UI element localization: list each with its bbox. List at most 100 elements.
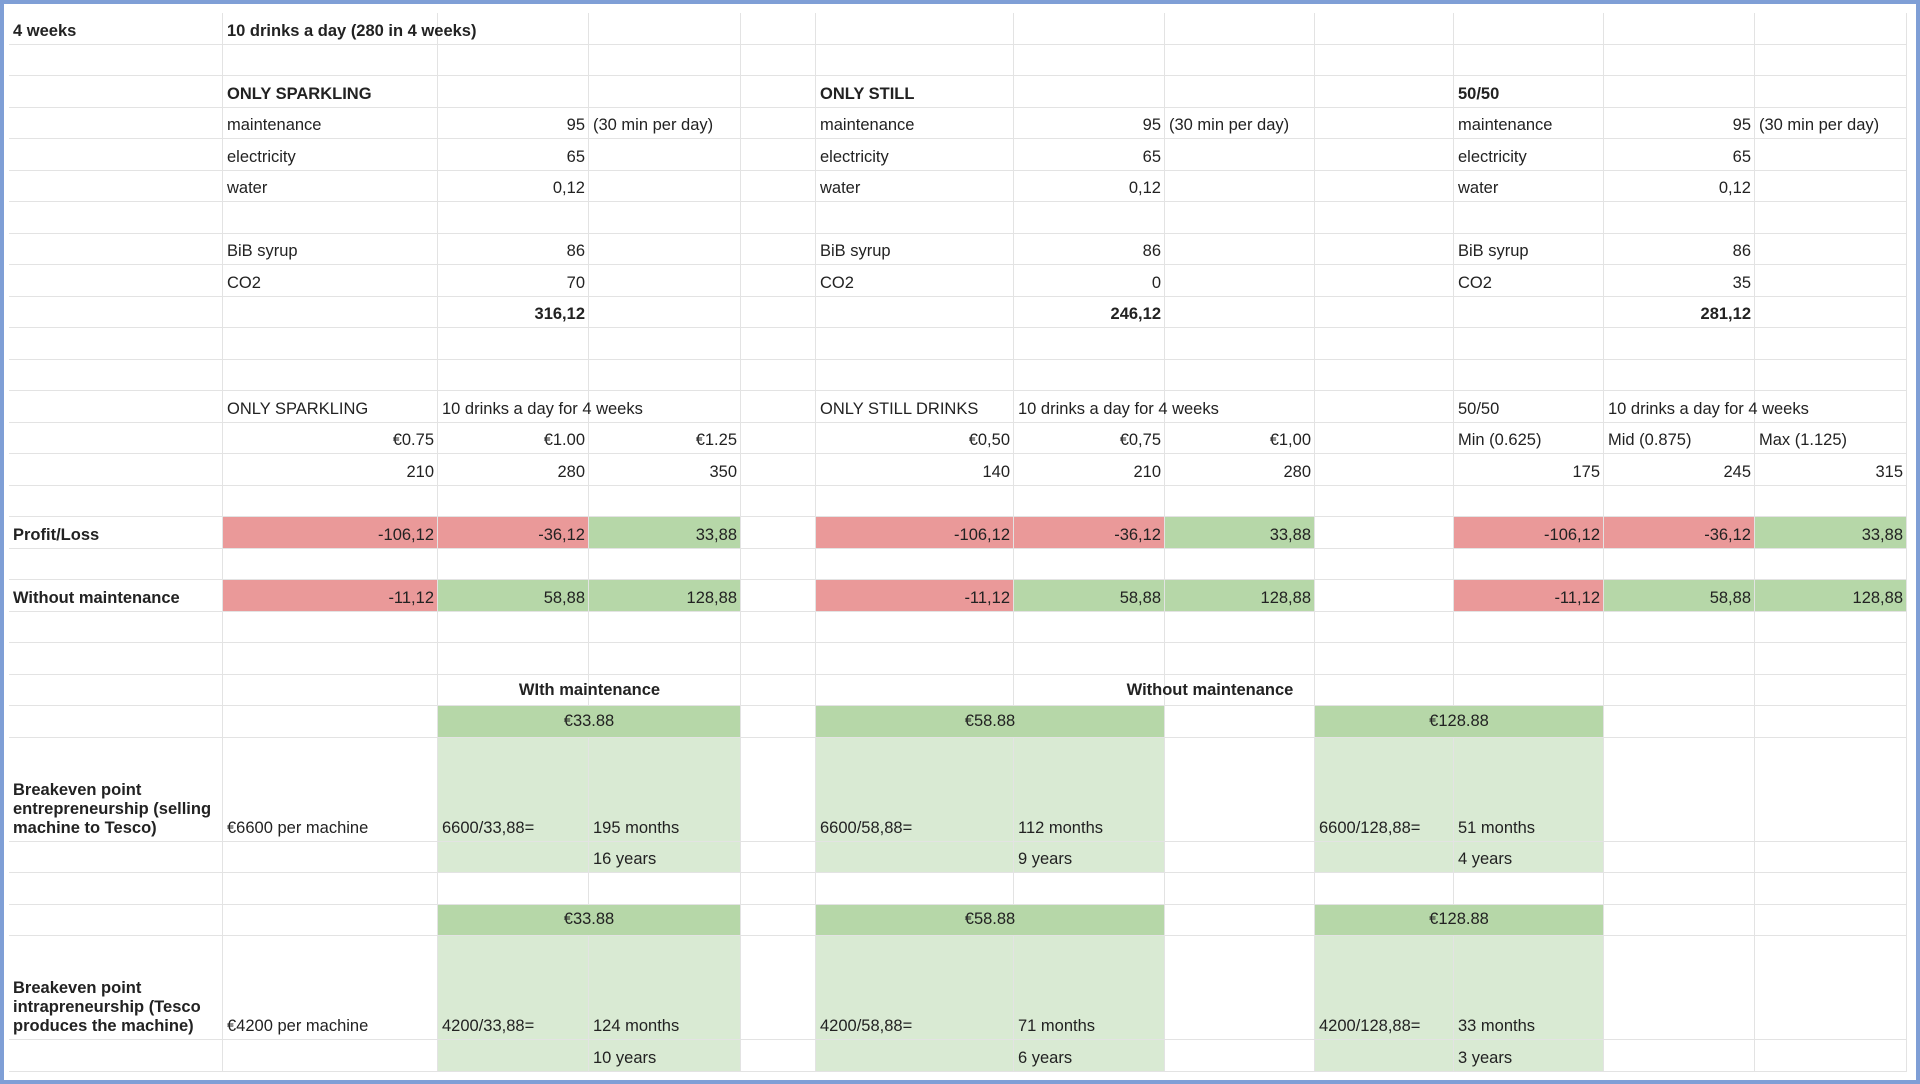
grid-cell bbox=[1165, 454, 1315, 486]
grid-cell bbox=[223, 1040, 438, 1072]
grid-cell bbox=[1454, 548, 1604, 580]
cell-text: 4200/128,88= bbox=[1319, 1017, 1421, 1036]
grid-cell bbox=[1315, 548, 1454, 580]
cell-text: -36,12 bbox=[1114, 525, 1161, 544]
grid-cell bbox=[816, 485, 1014, 517]
grid-cell bbox=[9, 76, 223, 108]
grid-cell bbox=[1454, 328, 1604, 360]
grid-cell bbox=[1014, 1040, 1165, 1072]
cell-text: 51 months bbox=[1458, 818, 1536, 837]
grid-cell bbox=[9, 296, 223, 328]
cell-text: €58.88 bbox=[816, 904, 1165, 936]
cell-text: 0,12 bbox=[1128, 179, 1161, 198]
cell-text: 175 bbox=[1572, 462, 1600, 481]
grid-cell bbox=[1454, 13, 1604, 45]
grid-cell bbox=[1454, 233, 1604, 265]
grid-cell bbox=[1315, 737, 1454, 842]
grid-cell bbox=[1165, 841, 1315, 873]
grid-cell bbox=[741, 904, 816, 936]
grid-cell bbox=[9, 359, 223, 391]
grid-cell bbox=[1755, 904, 1907, 936]
cell-text: 280 bbox=[1283, 462, 1311, 481]
grid-cell bbox=[438, 517, 589, 549]
grid-cell bbox=[1755, 202, 1907, 234]
grid-cell bbox=[589, 170, 741, 202]
grid-cell bbox=[1755, 611, 1907, 643]
grid-cell bbox=[9, 548, 223, 580]
cell-text: ONLY SPARKLING bbox=[227, 84, 372, 103]
grid-cell bbox=[1755, 391, 1907, 423]
grid-cell bbox=[1165, 202, 1315, 234]
grid-cell bbox=[816, 517, 1014, 549]
grid-cell bbox=[1315, 296, 1454, 328]
grid-cell bbox=[1014, 454, 1165, 486]
grid-cell bbox=[1604, 107, 1755, 139]
cell-text: 6 years bbox=[1018, 1048, 1073, 1067]
grid-cell bbox=[741, 13, 816, 45]
cell-text: €1.25 bbox=[695, 431, 737, 450]
grid-cell bbox=[1755, 517, 1907, 549]
grid-cell bbox=[816, 44, 1014, 76]
cell-text: Without maintenance bbox=[1126, 680, 1294, 699]
grid-cell bbox=[438, 170, 589, 202]
grid-cell bbox=[1755, 674, 1907, 706]
grid-cell bbox=[816, 936, 1014, 1040]
grid-cell bbox=[1604, 674, 1755, 706]
grid-cell bbox=[9, 485, 223, 517]
grid-cell bbox=[741, 936, 816, 1040]
grid-cell bbox=[816, 107, 1014, 139]
grid-cell bbox=[1755, 107, 1907, 139]
cell-text: (30 min per day) bbox=[1169, 116, 1290, 135]
grid-cell bbox=[223, 517, 438, 549]
grid-cell bbox=[1604, 548, 1755, 580]
grid-cell bbox=[1755, 233, 1907, 265]
grid-cell bbox=[9, 643, 223, 675]
grid-cell bbox=[589, 391, 741, 423]
grid-cell bbox=[816, 202, 1014, 234]
cell-text: 58,88 bbox=[1119, 588, 1161, 607]
grid-cell bbox=[816, 422, 1014, 454]
grid-cell bbox=[223, 296, 438, 328]
grid-cell bbox=[741, 1040, 816, 1072]
grid-cell bbox=[741, 296, 816, 328]
grid-cell bbox=[589, 737, 741, 842]
grid-cell bbox=[1454, 107, 1604, 139]
cell-text: 33,88 bbox=[1269, 525, 1311, 544]
grid-cell bbox=[1755, 139, 1907, 171]
grid-cell bbox=[1454, 454, 1604, 486]
grid-cell bbox=[223, 107, 438, 139]
cell-text: 10 drinks a day for 4 weeks bbox=[1608, 399, 1809, 418]
grid-cell bbox=[1315, 1040, 1454, 1072]
grid-cell bbox=[741, 454, 816, 486]
grid-cell bbox=[1165, 44, 1315, 76]
cell-text: €58.88 bbox=[816, 706, 1165, 738]
grid-cell bbox=[1604, 611, 1755, 643]
cell-text: 4200/33,88= bbox=[442, 1017, 535, 1036]
grid-cell bbox=[223, 580, 438, 612]
grid-cell bbox=[741, 107, 816, 139]
grid-cell bbox=[9, 1040, 223, 1072]
grid-cell bbox=[223, 904, 438, 936]
grid-cell bbox=[589, 202, 741, 234]
grid-cell bbox=[741, 706, 816, 738]
grid-cell bbox=[1604, 170, 1755, 202]
grid-cell bbox=[1604, 13, 1755, 45]
cell-text: 33,88 bbox=[695, 525, 737, 544]
grid-cell bbox=[223, 170, 438, 202]
grid-cell bbox=[1604, 296, 1755, 328]
grid-cell bbox=[1014, 485, 1165, 517]
grid-cell bbox=[741, 611, 816, 643]
grid-cell bbox=[438, 139, 589, 171]
grid-cell bbox=[9, 841, 223, 873]
cell-text: 128,88 bbox=[1260, 588, 1311, 607]
cell-text: 16 years bbox=[593, 850, 657, 869]
grid-cell bbox=[1755, 359, 1907, 391]
grid-cell bbox=[223, 737, 438, 842]
grid-cell bbox=[1165, 737, 1315, 842]
grid-cell bbox=[438, 454, 589, 486]
grid-cell bbox=[438, 580, 589, 612]
grid-cell bbox=[816, 391, 1014, 423]
grid-cell bbox=[1014, 139, 1165, 171]
grid-cell bbox=[9, 580, 223, 612]
cell-text: 124 months bbox=[593, 1017, 680, 1036]
